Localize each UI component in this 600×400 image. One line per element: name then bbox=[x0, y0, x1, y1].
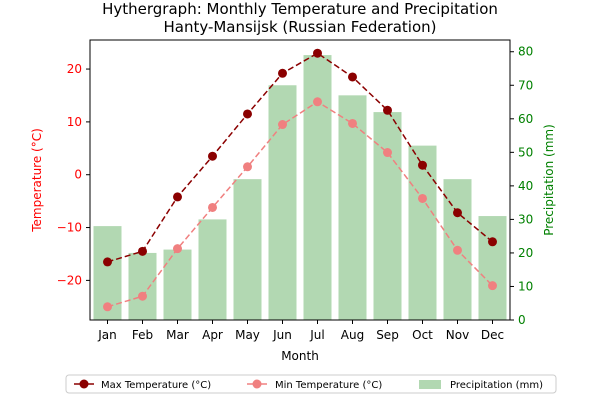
precipitation-bar-dec bbox=[478, 216, 507, 320]
y-right-tick-label: 0 bbox=[518, 313, 526, 327]
y-left-tick-label: −10 bbox=[57, 221, 82, 235]
min-temp-point-apr bbox=[208, 202, 217, 212]
legend-precipitation-swatch bbox=[419, 380, 441, 389]
max-temp-point-oct bbox=[418, 160, 427, 170]
max-temp-point-jan bbox=[103, 257, 112, 267]
x-tick-label-jul: Jul bbox=[309, 328, 324, 342]
y-left-tick-label: −20 bbox=[57, 273, 82, 287]
y-right-tick-label: 20 bbox=[518, 246, 533, 260]
y-left-tick-label: 10 bbox=[67, 115, 82, 129]
x-tick-label-jan: Jan bbox=[97, 328, 117, 342]
min-temp-point-oct bbox=[418, 193, 427, 203]
max-temp-point-mar bbox=[173, 192, 182, 202]
x-tick-label-sep: Sep bbox=[376, 328, 399, 342]
legend-max-temp-marker bbox=[79, 379, 89, 389]
legend: Max Temperature (°C) Min Temperature (°C)… bbox=[65, 374, 557, 394]
chart-title-line2: Hanty-Mansijsk (Russian Federation) bbox=[163, 18, 436, 36]
y-axis-left-label: Temperature (°C) bbox=[30, 128, 44, 233]
min-temp-point-may bbox=[243, 162, 252, 172]
min-temp-point-jan bbox=[103, 302, 112, 312]
plot-area: Jan Feb Mar Apr May Jun Jul Aug Sep Oct Nov Dec −20 −… bbox=[57, 39, 533, 342]
precipitation-bar-may bbox=[233, 179, 262, 320]
min-temp-point-jul bbox=[313, 97, 322, 107]
x-tick-label-mar: Mar bbox=[166, 328, 189, 342]
max-temp-point-apr bbox=[208, 151, 217, 161]
x-tick-label-oct: Oct bbox=[412, 328, 433, 342]
legend-precipitation-label: Precipitation (mm) bbox=[450, 380, 543, 391]
y-left-tick-label: 20 bbox=[67, 62, 82, 76]
precipitation-bar-aug bbox=[338, 95, 367, 320]
precipitation-bar-mar bbox=[163, 249, 192, 320]
x-tick-label-may: May bbox=[235, 328, 260, 342]
y-right-tick-label: 80 bbox=[518, 45, 533, 59]
min-temp-point-jun bbox=[278, 120, 287, 130]
y-right-tick-label: 30 bbox=[518, 212, 533, 226]
max-temp-point-aug bbox=[348, 72, 357, 82]
x-tick-label-dec: Dec bbox=[481, 328, 504, 342]
max-temp-point-feb bbox=[138, 246, 147, 256]
min-temp-point-feb bbox=[138, 291, 147, 301]
y-right-tick-label: 50 bbox=[518, 145, 533, 159]
min-temp-point-aug bbox=[348, 118, 357, 128]
precipitation-bar-feb bbox=[128, 252, 157, 320]
max-temp-point-nov bbox=[453, 208, 462, 218]
min-temp-point-sep bbox=[383, 148, 392, 158]
x-tick-label-apr: Apr bbox=[202, 328, 223, 342]
y-left-tick-label: 0 bbox=[74, 168, 82, 182]
max-temp-line bbox=[107, 52, 493, 263]
chart-title-line1: Hythergraph: Monthly Temperature and Pre… bbox=[102, 0, 498, 18]
max-temp-point-sep bbox=[383, 105, 392, 115]
x-axis-label: Month bbox=[281, 349, 319, 363]
y-right-tick-label: 10 bbox=[518, 279, 533, 293]
precipitation-bar-oct bbox=[408, 145, 437, 320]
x-tick-label-jun: Jun bbox=[272, 328, 292, 342]
y-right-tick-label: 60 bbox=[518, 112, 533, 126]
legend-min-temp-label: Min Temperature (°C) bbox=[275, 380, 382, 391]
min-temp-point-nov bbox=[453, 245, 462, 255]
min-temp-line bbox=[107, 100, 494, 308]
min-temp-point-mar bbox=[173, 244, 182, 254]
legend-min-temp-marker bbox=[252, 379, 262, 389]
precipitation-bar-sep bbox=[373, 112, 402, 320]
max-temp-point-may bbox=[243, 109, 252, 119]
max-temp-point-jun bbox=[278, 68, 287, 78]
legend-max-temp-label: Max Temperature (°C) bbox=[101, 380, 211, 391]
precipitation-bar-apr bbox=[198, 219, 227, 320]
x-tick-label-nov: Nov bbox=[446, 328, 469, 342]
y-axis-right-label: Precipitation (mm) bbox=[542, 124, 556, 236]
y-right-tick-label: 40 bbox=[518, 179, 533, 193]
max-temp-point-dec bbox=[488, 237, 497, 247]
x-tick-label-aug: Aug bbox=[341, 328, 364, 342]
precipitation-bar-jul bbox=[303, 55, 332, 321]
plot-frame bbox=[89, 39, 511, 321]
max-temp-point-jul bbox=[313, 48, 322, 58]
min-temp-point-dec bbox=[488, 281, 497, 291]
x-tick-label-feb: Feb bbox=[132, 328, 153, 342]
y-right-tick-label: 70 bbox=[518, 78, 533, 92]
